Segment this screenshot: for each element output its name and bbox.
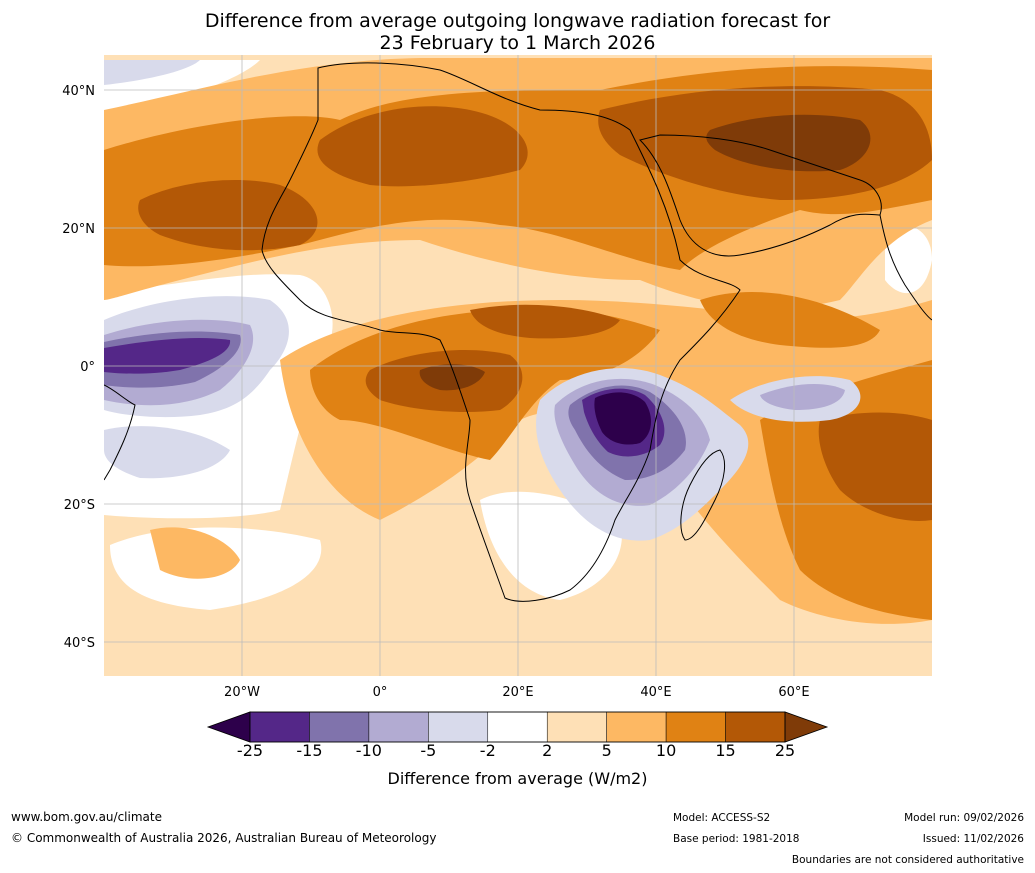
lat-label-40n: 40°N xyxy=(62,84,95,99)
lat-label-20s: 20°S xyxy=(64,498,95,513)
colorbar-bin-0 xyxy=(249,711,310,743)
colorbar-outline xyxy=(249,711,786,743)
lon-label-20e: 20°E xyxy=(502,685,533,700)
footer-issued: Issued: 11/02/2026 xyxy=(922,833,1024,845)
colorbar-tick-3: -5 xyxy=(420,741,437,760)
anomaly-near-average-arabian xyxy=(885,223,932,294)
anomaly-positive-15-25-sahel xyxy=(470,304,620,339)
anomaly-positive-15-25-north-africa xyxy=(317,106,528,187)
africa-coastline xyxy=(261,62,741,602)
longitude-labels: 20°W 0° 20°E 40°E 60°E xyxy=(224,685,810,700)
anomaly-positive-15-25-west-sahara xyxy=(138,180,318,251)
lon-label-0: 0° xyxy=(373,685,388,700)
anomaly-negative-5-10-indian xyxy=(760,383,845,410)
colorbar-tick-8: 15 xyxy=(715,741,736,760)
anomaly-positive-over-25-iran xyxy=(706,114,871,172)
lon-label-40e: 40°E xyxy=(640,685,671,700)
colorbar-bin-4 xyxy=(487,711,548,743)
lat-label-40s: 40°S xyxy=(64,636,95,651)
anomaly-positive-over-25-congo xyxy=(419,364,485,391)
footer-model-run: Model run: 09/02/2026 xyxy=(904,812,1024,824)
madagascar-coastline xyxy=(680,449,726,541)
colorbar-extend-low xyxy=(206,711,251,743)
footer-url[interactable]: www.bom.gov.au/climate xyxy=(11,810,162,824)
coastlines xyxy=(104,62,932,602)
colorbar-tick-9: 25 xyxy=(774,741,796,760)
colorbar-bin-7 xyxy=(665,711,726,743)
latitude-labels: 40°N 20°N 0° 20°S 40°S xyxy=(62,84,95,651)
colorbar-tick-0: -25 xyxy=(236,741,264,760)
colorbar-tick-4: -2 xyxy=(479,741,496,760)
south-america-coastline xyxy=(104,384,136,481)
colorbar-bin-8 xyxy=(725,711,786,743)
lon-label-60e: 60°E xyxy=(778,685,809,700)
arabia-coastline xyxy=(639,134,882,257)
colorbar-tick-5: 2 xyxy=(542,741,553,760)
colorbar-tick-7: 10 xyxy=(655,741,677,760)
colorbar-tick-2: -10 xyxy=(355,741,382,760)
footer-base-period: Base period: 1981-2018 xyxy=(673,833,800,845)
lon-label-20w: 20°W xyxy=(224,685,260,700)
anomaly-positive-5-10-south xyxy=(150,527,240,579)
map-title: Difference from average outgoing longwav… xyxy=(0,10,1035,54)
colorbar-extend-high xyxy=(784,711,829,743)
title-line-2: 23 February to 1 March 2026 xyxy=(379,32,656,54)
colorbar-bin-2 xyxy=(368,711,429,743)
lat-label-0: 0° xyxy=(80,360,95,375)
footer-copyright: © Commonwealth of Australia 2026, Austra… xyxy=(11,831,437,845)
anomaly-negative-2-5-north-atlantic xyxy=(104,60,200,85)
colorbar-bin-5 xyxy=(546,711,607,743)
india-coastline xyxy=(879,214,932,321)
anomaly-negative-2-5-south-atlantic xyxy=(104,426,230,479)
anomaly-negative-over-25-east-africa xyxy=(594,392,652,445)
colorbar xyxy=(206,711,829,743)
anomaly-negative-15-25-atlantic xyxy=(104,337,231,374)
lat-label-20n: 20°N xyxy=(62,222,95,237)
colorbar-bin-1 xyxy=(309,711,370,743)
colorbar-bin-6 xyxy=(606,711,667,743)
colorbar-bin-3 xyxy=(428,711,489,743)
title-line-1: Difference from average outgoing longwav… xyxy=(204,10,831,32)
anomaly-positive-15-25-indian xyxy=(818,412,932,521)
colorbar-tick-1: -15 xyxy=(296,741,323,760)
footer-model: Model: ACCESS-S2 xyxy=(673,812,771,824)
colorbar-tick-6: 5 xyxy=(601,741,612,760)
colorbar-title: Difference from average (W/m2) xyxy=(387,769,648,788)
footer-disclaimer: Boundaries are not considered authoritat… xyxy=(791,854,1024,866)
anomaly-positive-10-15-horn xyxy=(700,291,880,348)
